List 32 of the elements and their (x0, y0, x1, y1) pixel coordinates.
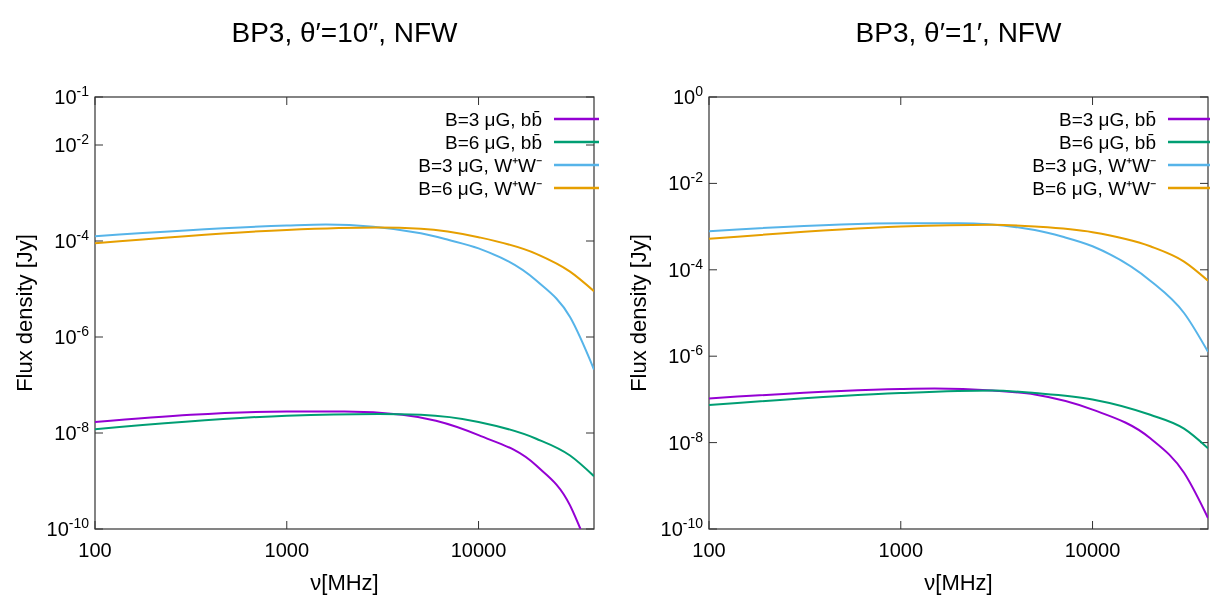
y-axis-title: Flux density [Jy] (12, 234, 37, 392)
y-tick-label: 10$^{-4}$ (54, 227, 90, 252)
chart-title: BP3, θ′=10″, NFW (231, 17, 459, 48)
legend-label: B=3 μG, bb̄ (1058, 109, 1156, 130)
y-tick-label: 10$^{-4}$ (668, 255, 704, 281)
y-tick-label: 10$^{-6}$ (668, 342, 704, 368)
x-tick-label: 100 (692, 539, 726, 561)
legend-label: B=6 μG, W⁺W⁻ (1032, 178, 1156, 199)
chart-title: BP3, θ′=1′, NFW (855, 17, 1062, 48)
y-tick-label: 10$^{-2}$ (54, 131, 90, 156)
y-tick-label: 10$^{-2}$ (668, 169, 704, 195)
x-tick-label: 1000 (264, 539, 310, 561)
y-tick-label: 10$^{-8}$ (54, 419, 90, 444)
y-tick-label: 10$^{-6}$ (54, 323, 90, 348)
x-tick-label: 10000 (1064, 539, 1121, 561)
x-tick-label: 10000 (450, 539, 507, 561)
legend-label: B=3 μG, W⁺W⁻ (418, 155, 542, 176)
x-tick-label: 1000 (878, 539, 924, 561)
x-axis-title: ν[MHz] (310, 570, 379, 595)
legend-label: B=6 μG, bb̄ (1058, 132, 1156, 153)
y-tick-label: 10$^{0}$ (672, 83, 704, 108)
y-tick-label: 10$^{-1}$ (54, 83, 90, 108)
x-tick-label: 100 (78, 539, 112, 561)
y-tick-label: 10$^{-10}$ (46, 515, 90, 540)
y-tick-label: 10$^{-8}$ (668, 428, 704, 454)
legend-label: B=6 μG, W⁺W⁻ (418, 178, 542, 199)
y-tick-label: 10$^{-10}$ (660, 515, 704, 540)
x-axis-title: ν[MHz] (924, 570, 993, 595)
legend-label: B=6 μG, bb̄ (444, 132, 542, 153)
legend-label: B=3 μG, bb̄ (444, 109, 542, 130)
legend-label: B=3 μG, W⁺W⁻ (1032, 155, 1156, 176)
y-axis-title: Flux density [Jy] (626, 234, 651, 392)
